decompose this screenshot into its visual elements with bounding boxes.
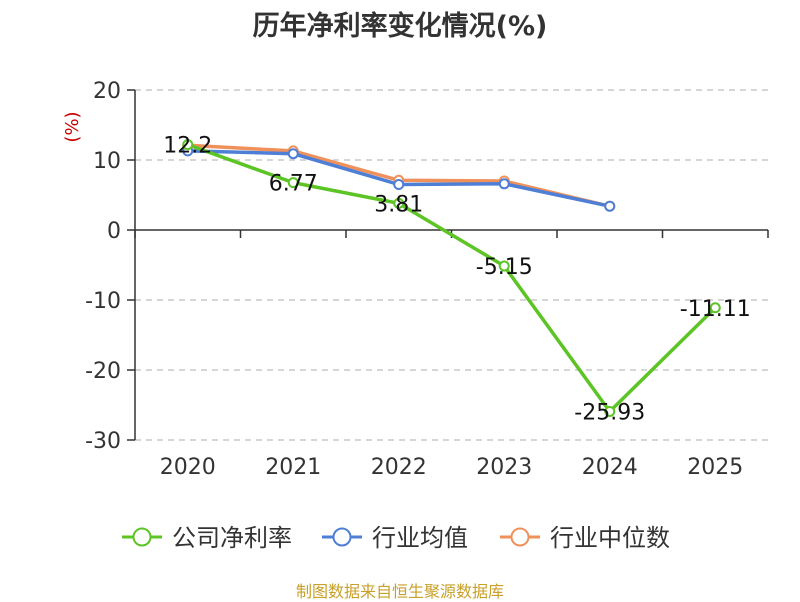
y-tick-label: -30 (85, 429, 121, 454)
legend-item-1[interactable]: 行业均值 (322, 524, 468, 552)
y-tick-label: -10 (85, 289, 121, 314)
y-axis-label: (%) (62, 111, 83, 142)
data-source-note: 制图数据来自恒生聚源数据库 (295, 582, 504, 601)
x-tick-label: 2022 (371, 455, 427, 480)
data-point[interactable] (709, 302, 721, 314)
data-point[interactable] (287, 177, 299, 189)
x-tick-label: 2021 (265, 455, 321, 480)
chart-title: 历年净利率变化情况(%) (252, 11, 548, 42)
data-point[interactable] (498, 260, 510, 272)
legend-marker (332, 527, 352, 547)
data-point[interactable] (287, 148, 299, 160)
y-tick-label: 0 (107, 219, 121, 244)
x-tick-label: 2024 (582, 455, 638, 480)
data-point[interactable] (393, 179, 405, 190)
legend-item-0[interactable]: 公司净利率 (122, 524, 292, 552)
legend-marker (132, 527, 152, 547)
series-line-0 (187, 142, 717, 414)
y-tick-label: 10 (93, 149, 121, 174)
legend-item-2[interactable]: 行业中位数 (500, 524, 670, 552)
x-tick-label: 2020 (160, 455, 216, 480)
data-label: -5.15 (476, 255, 533, 280)
x-tick-label: 2025 (687, 455, 743, 480)
legend-label: 公司净利率 (172, 524, 292, 552)
y-tick-label: 20 (93, 79, 121, 104)
data-point[interactable] (604, 406, 616, 418)
data-label: -25.93 (574, 401, 645, 426)
data-label: 12.2 (163, 134, 212, 159)
x-tick-label: 2023 (476, 455, 532, 480)
data-point[interactable] (498, 178, 510, 190)
data-label: 3.81 (374, 192, 423, 217)
data-point[interactable] (604, 200, 616, 212)
legend-label: 行业中位数 (550, 524, 670, 552)
data-point[interactable] (182, 139, 194, 151)
data-label: -11.11 (680, 297, 751, 322)
legend-marker (510, 527, 530, 547)
data-point[interactable] (393, 197, 405, 209)
y-tick-label: -20 (85, 359, 121, 384)
legend-label: 行业均值 (372, 524, 468, 552)
data-label: 6.77 (269, 172, 318, 197)
